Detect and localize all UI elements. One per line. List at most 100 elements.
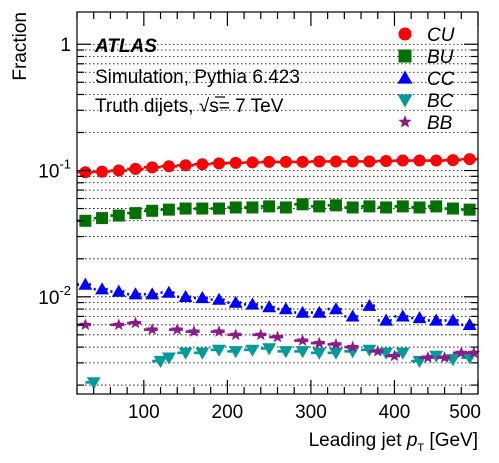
series-bb-marker [146, 323, 159, 335]
legend-label-cu: CU [427, 25, 455, 46]
series-bu-marker [112, 209, 125, 222]
series-bb-marker [313, 336, 326, 349]
series-cu-marker [413, 154, 426, 167]
series-bb-marker [129, 316, 142, 329]
series-cu-marker [179, 159, 192, 172]
series-bc-marker [312, 347, 327, 360]
series-bc-marker [178, 347, 193, 360]
series-bu-marker [413, 201, 426, 214]
series-bu-marker [229, 201, 242, 214]
series-cc-marker [145, 287, 160, 300]
series-bb-marker [438, 351, 451, 363]
series-cc-marker [345, 309, 360, 322]
series-cu-marker [296, 155, 309, 168]
series-bc-marker [295, 346, 310, 359]
experiment-label: ATLAS [94, 36, 157, 57]
x-tick-label: 500 [449, 402, 481, 423]
series-cu-marker [396, 154, 409, 167]
series-bc-marker [228, 346, 243, 359]
series-bb-marker [271, 330, 284, 343]
series-bu-marker [179, 202, 192, 215]
legend-label-bc: BC [427, 91, 454, 112]
series-bb-marker [296, 334, 309, 346]
y-axis-label: Fraction [10, 12, 31, 81]
series-cc-marker [362, 298, 377, 311]
series-cu-marker [146, 161, 159, 174]
series-cc-marker [178, 289, 193, 302]
series-bu-marker [396, 200, 409, 213]
series-bc-marker [161, 352, 176, 365]
series-cu-marker [446, 154, 459, 167]
series-cu-marker [346, 155, 359, 168]
series-bc-marker [262, 343, 277, 356]
series-bb-marker [79, 318, 92, 331]
series-cu-marker [279, 155, 292, 168]
series-bc-marker [153, 355, 168, 368]
series-bb-marker [229, 328, 242, 341]
series-bu-marker [296, 198, 309, 211]
series-bb-marker [388, 349, 401, 362]
y-tick-label: 1 [60, 35, 71, 56]
series-bu-marker [380, 201, 393, 214]
series-cu-marker [229, 156, 242, 169]
series-bb-marker [187, 325, 201, 337]
series-cu-marker [96, 165, 109, 178]
truth-dijets-label: Truth dijets, √s= 7 TeV [95, 96, 284, 117]
series-cc-marker [195, 291, 210, 304]
series-cc-marker [78, 277, 93, 290]
y-tick-label: 10-1 [38, 157, 71, 183]
tick-label-layer: 100 200 300 400 500 10-2 10-1 1 [38, 35, 481, 423]
series-cu-marker [329, 155, 342, 168]
series-bu-marker [463, 203, 476, 216]
series-cu-marker [129, 162, 142, 175]
simulation-label: Simulation, Pythia 6.423 [95, 67, 300, 88]
series-cc-marker [462, 317, 477, 331]
series-cc-marker [395, 309, 410, 322]
series-cu-marker [112, 164, 125, 177]
legend-label-bb: BB [427, 113, 453, 134]
x-tick-label: 300 [295, 402, 327, 423]
series-bb-marker [112, 318, 125, 331]
tick-layer [76, 12, 479, 394]
series-cu-marker [430, 154, 443, 167]
series-cc-marker [329, 302, 343, 315]
series-cc-marker [228, 295, 243, 308]
legend-marker-bb [398, 115, 412, 128]
x-tick-label: 400 [379, 402, 411, 423]
series-bb-marker [254, 328, 267, 341]
legend-marker-bc [397, 94, 413, 108]
series-bb-marker [171, 323, 184, 335]
series-bc-marker [195, 347, 210, 360]
series-bc-marker [212, 344, 226, 357]
series-bb-marker [371, 344, 384, 357]
series-bu-marker [279, 201, 292, 214]
series-cu-marker [246, 156, 259, 169]
series-bc-marker [329, 347, 343, 360]
series-bc-marker [362, 344, 377, 357]
series-cc-marker [379, 313, 394, 326]
series-bu-marker [79, 214, 92, 227]
series-bc-marker [245, 344, 260, 357]
series-cu-marker [313, 155, 326, 168]
series-bb-marker [212, 325, 226, 337]
legend-marker-bu [398, 49, 412, 63]
series-cu-marker [79, 166, 92, 179]
series-cc-marker [446, 313, 460, 326]
series-bu-marker [313, 200, 326, 213]
series-bb-marker [467, 346, 480, 359]
series-bb-marker [455, 346, 468, 359]
series-cc [77, 277, 478, 331]
series-bb-marker [346, 340, 359, 353]
series-cu-marker [162, 160, 175, 173]
series-bb-marker [421, 351, 435, 363]
series-cu-marker [380, 154, 393, 167]
series-cc-marker [128, 287, 143, 300]
series-cu-marker [263, 155, 276, 168]
series-bu-marker [363, 200, 376, 213]
series-cc-marker [212, 292, 226, 305]
series-cc-marker [278, 302, 293, 315]
series-cu-marker [363, 155, 376, 168]
series-bb-marker [329, 337, 343, 350]
series-bc-marker [278, 346, 293, 359]
